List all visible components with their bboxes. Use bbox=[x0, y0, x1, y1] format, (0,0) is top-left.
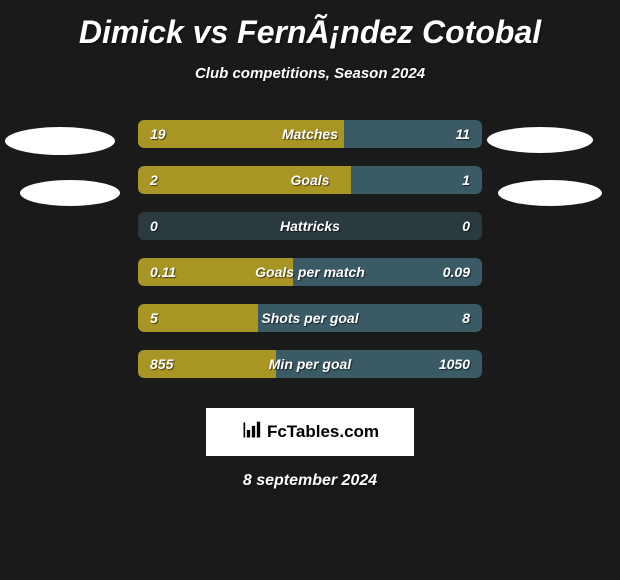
stat-row: 21Goals bbox=[138, 166, 482, 194]
fctables-label: FcTables.com bbox=[267, 422, 379, 442]
chart-date: 8 september 2024 bbox=[0, 472, 620, 490]
stat-row: 00Hattricks bbox=[138, 212, 482, 240]
chart-icon bbox=[241, 420, 261, 445]
decorative-ellipse bbox=[498, 180, 602, 206]
stat-row: 0.110.09Goals per match bbox=[138, 258, 482, 286]
stat-label: Shots per goal bbox=[138, 304, 482, 332]
comparison-chart: 1911Matches 21Goals 00Hattricks 0.110.09Goa… bbox=[0, 120, 620, 390]
page-subtitle: Club competitions, Season 2024 bbox=[0, 65, 620, 82]
stat-label: Hattricks bbox=[138, 212, 482, 240]
stat-label: Matches bbox=[138, 120, 482, 148]
stat-label: Goals bbox=[138, 166, 482, 194]
fctables-badge: FcTables.com bbox=[206, 408, 414, 456]
stat-label: Goals per match bbox=[138, 258, 482, 286]
decorative-ellipse bbox=[5, 127, 115, 155]
stat-row: 58Shots per goal bbox=[138, 304, 482, 332]
stat-label: Min per goal bbox=[138, 350, 482, 378]
stat-row: 1911Matches bbox=[138, 120, 482, 148]
decorative-ellipse bbox=[20, 180, 120, 206]
page-title: Dimick vs FernÃ¡ndez Cotobal bbox=[0, 0, 620, 51]
decorative-ellipse bbox=[487, 127, 593, 153]
stat-row: 8551050Min per goal bbox=[138, 350, 482, 378]
